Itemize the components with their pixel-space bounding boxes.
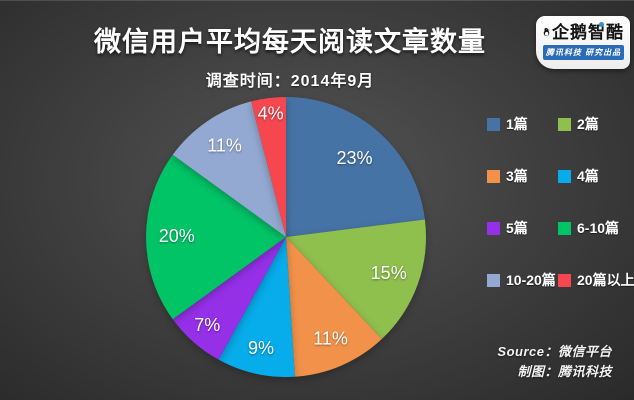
legend-swatch: [487, 169, 500, 183]
legend-label: 3篇: [506, 168, 528, 184]
pie-value-label: 23%: [336, 148, 372, 168]
logo-wordmark: 企鹅智酷: [552, 22, 624, 42]
legend-item-5篇: 5篇: [487, 218, 558, 238]
legend-item-3篇: 3篇: [487, 166, 558, 186]
pie-value-label: 4%: [258, 104, 284, 124]
page-title: 微信用户平均每天阅读文章数量: [94, 27, 486, 57]
survey-date-subtitle: 调查时间：2014年9月: [205, 73, 375, 90]
pie-value-label: 9%: [248, 338, 274, 358]
pie-value-label: 11%: [313, 329, 348, 349]
pie-slice-20篇以上: [251, 97, 286, 237]
pie-slice-5篇: [172, 237, 286, 360]
pie-slice-6-10篇: [146, 154, 286, 320]
legend: 1篇 2篇 3篇 4篇 5篇 6-10篇 10-20篇 20篇以上: [487, 114, 634, 290]
legend-item-2篇: 2篇: [558, 114, 634, 134]
legend-label: 6-10篇: [577, 220, 620, 236]
legend-item-6-10篇: 6-10篇: [558, 218, 634, 238]
legend-swatch: [487, 221, 500, 235]
pie-value-label: 7%: [194, 315, 220, 335]
source-label: Source：微信平台: [497, 343, 612, 359]
pie-value-label: 11%: [207, 135, 242, 155]
legend-swatch: [558, 273, 571, 287]
footer-credits: Source：微信平台 制图：腾讯科技: [497, 342, 612, 382]
legend-label: 20篇以上: [577, 272, 634, 288]
legend-swatch: [558, 221, 571, 235]
legend-item-4篇: 4篇: [558, 166, 634, 186]
legend-label: 5篇: [506, 220, 528, 236]
pie-value-label: 15%: [371, 263, 407, 283]
logo-row: 企鹅智酷: [543, 22, 624, 42]
pie-slice-4篇: [218, 237, 295, 377]
pie-slice-2篇: [286, 219, 427, 340]
legend-swatch: [558, 117, 571, 131]
logo-dot-decoration: [599, 22, 604, 27]
pie-slice-3篇: [286, 237, 382, 377]
legend-swatch: [558, 169, 571, 183]
pie-slice-1篇: [286, 97, 425, 237]
legend-item-20篇以上: 20篇以上: [558, 270, 634, 290]
legend-item-10-20篇: 10-20篇: [487, 270, 558, 290]
logo-tagline: 腾讯科技 研究出品: [543, 45, 624, 60]
legend-swatch: [487, 117, 500, 131]
legend-item-1篇: 1篇: [487, 114, 558, 134]
legend-label: 2篇: [577, 116, 599, 132]
header: 微信用户平均每天阅读文章数量 调查时间：2014年9月: [0, 20, 580, 91]
legend-label: 10-20篇: [506, 272, 556, 288]
pie-value-label: 20%: [159, 226, 195, 246]
penguin-intelligence-logo: 企鹅智酷 腾讯科技 研究出品: [536, 16, 630, 69]
credit-label: 制图：腾讯科技: [517, 363, 612, 379]
legend-swatch: [487, 273, 500, 287]
legend-label: 1篇: [506, 116, 528, 132]
legend-label: 4篇: [577, 168, 599, 184]
penguin-icon: [543, 27, 550, 37]
pie-slice-10-20篇: [172, 101, 286, 238]
